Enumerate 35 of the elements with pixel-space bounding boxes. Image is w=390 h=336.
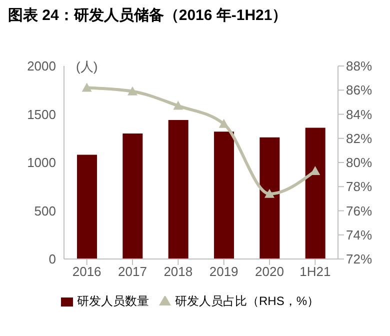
x-tick-label: 2016 — [72, 264, 102, 280]
y2-tick-label: 72% — [346, 252, 372, 267]
y2-tick-label: 80% — [346, 155, 372, 170]
y2-tick-label: 82% — [346, 130, 372, 146]
point — [173, 100, 184, 110]
point — [128, 86, 138, 96]
bar — [214, 132, 234, 259]
y2-tick-label: 84% — [346, 106, 372, 122]
chart-title: 图表 24：研发人员储备（2016 年-1H21） — [8, 6, 288, 25]
x-tick-label: 2020 — [255, 264, 284, 280]
bar — [122, 134, 143, 259]
bar — [168, 120, 188, 259]
y-tick-label: 2000 — [27, 58, 56, 74]
bar — [305, 128, 326, 259]
legend-label: 研发人员占比（RHS，%） — [174, 294, 319, 308]
y2-tick-label: 86% — [346, 82, 372, 98]
point — [218, 118, 229, 128]
y-tick-label: 1000 — [27, 155, 56, 170]
y-tick-label: 500 — [34, 203, 56, 218]
y-tick-label: 0 — [48, 252, 56, 267]
point — [82, 82, 92, 92]
y-tick-label: 1500 — [27, 106, 56, 122]
y-axis-title: (人) — [76, 58, 98, 76]
bar — [260, 137, 280, 259]
y2-tick-label: 74% — [346, 227, 372, 242]
y2-tick-label: 88% — [346, 58, 372, 74]
x-tick-label: 1H21 — [300, 264, 331, 280]
x-tick-label: 2018 — [164, 264, 193, 280]
y2-tick-label: 78% — [346, 179, 372, 194]
point — [264, 188, 274, 198]
x-tick-label: 2017 — [118, 264, 147, 280]
y2-tick-label: 76% — [346, 203, 372, 218]
legend-label: 研发人员数量 — [76, 294, 149, 308]
bar — [77, 154, 97, 259]
x-tick-label: 2019 — [209, 264, 238, 280]
